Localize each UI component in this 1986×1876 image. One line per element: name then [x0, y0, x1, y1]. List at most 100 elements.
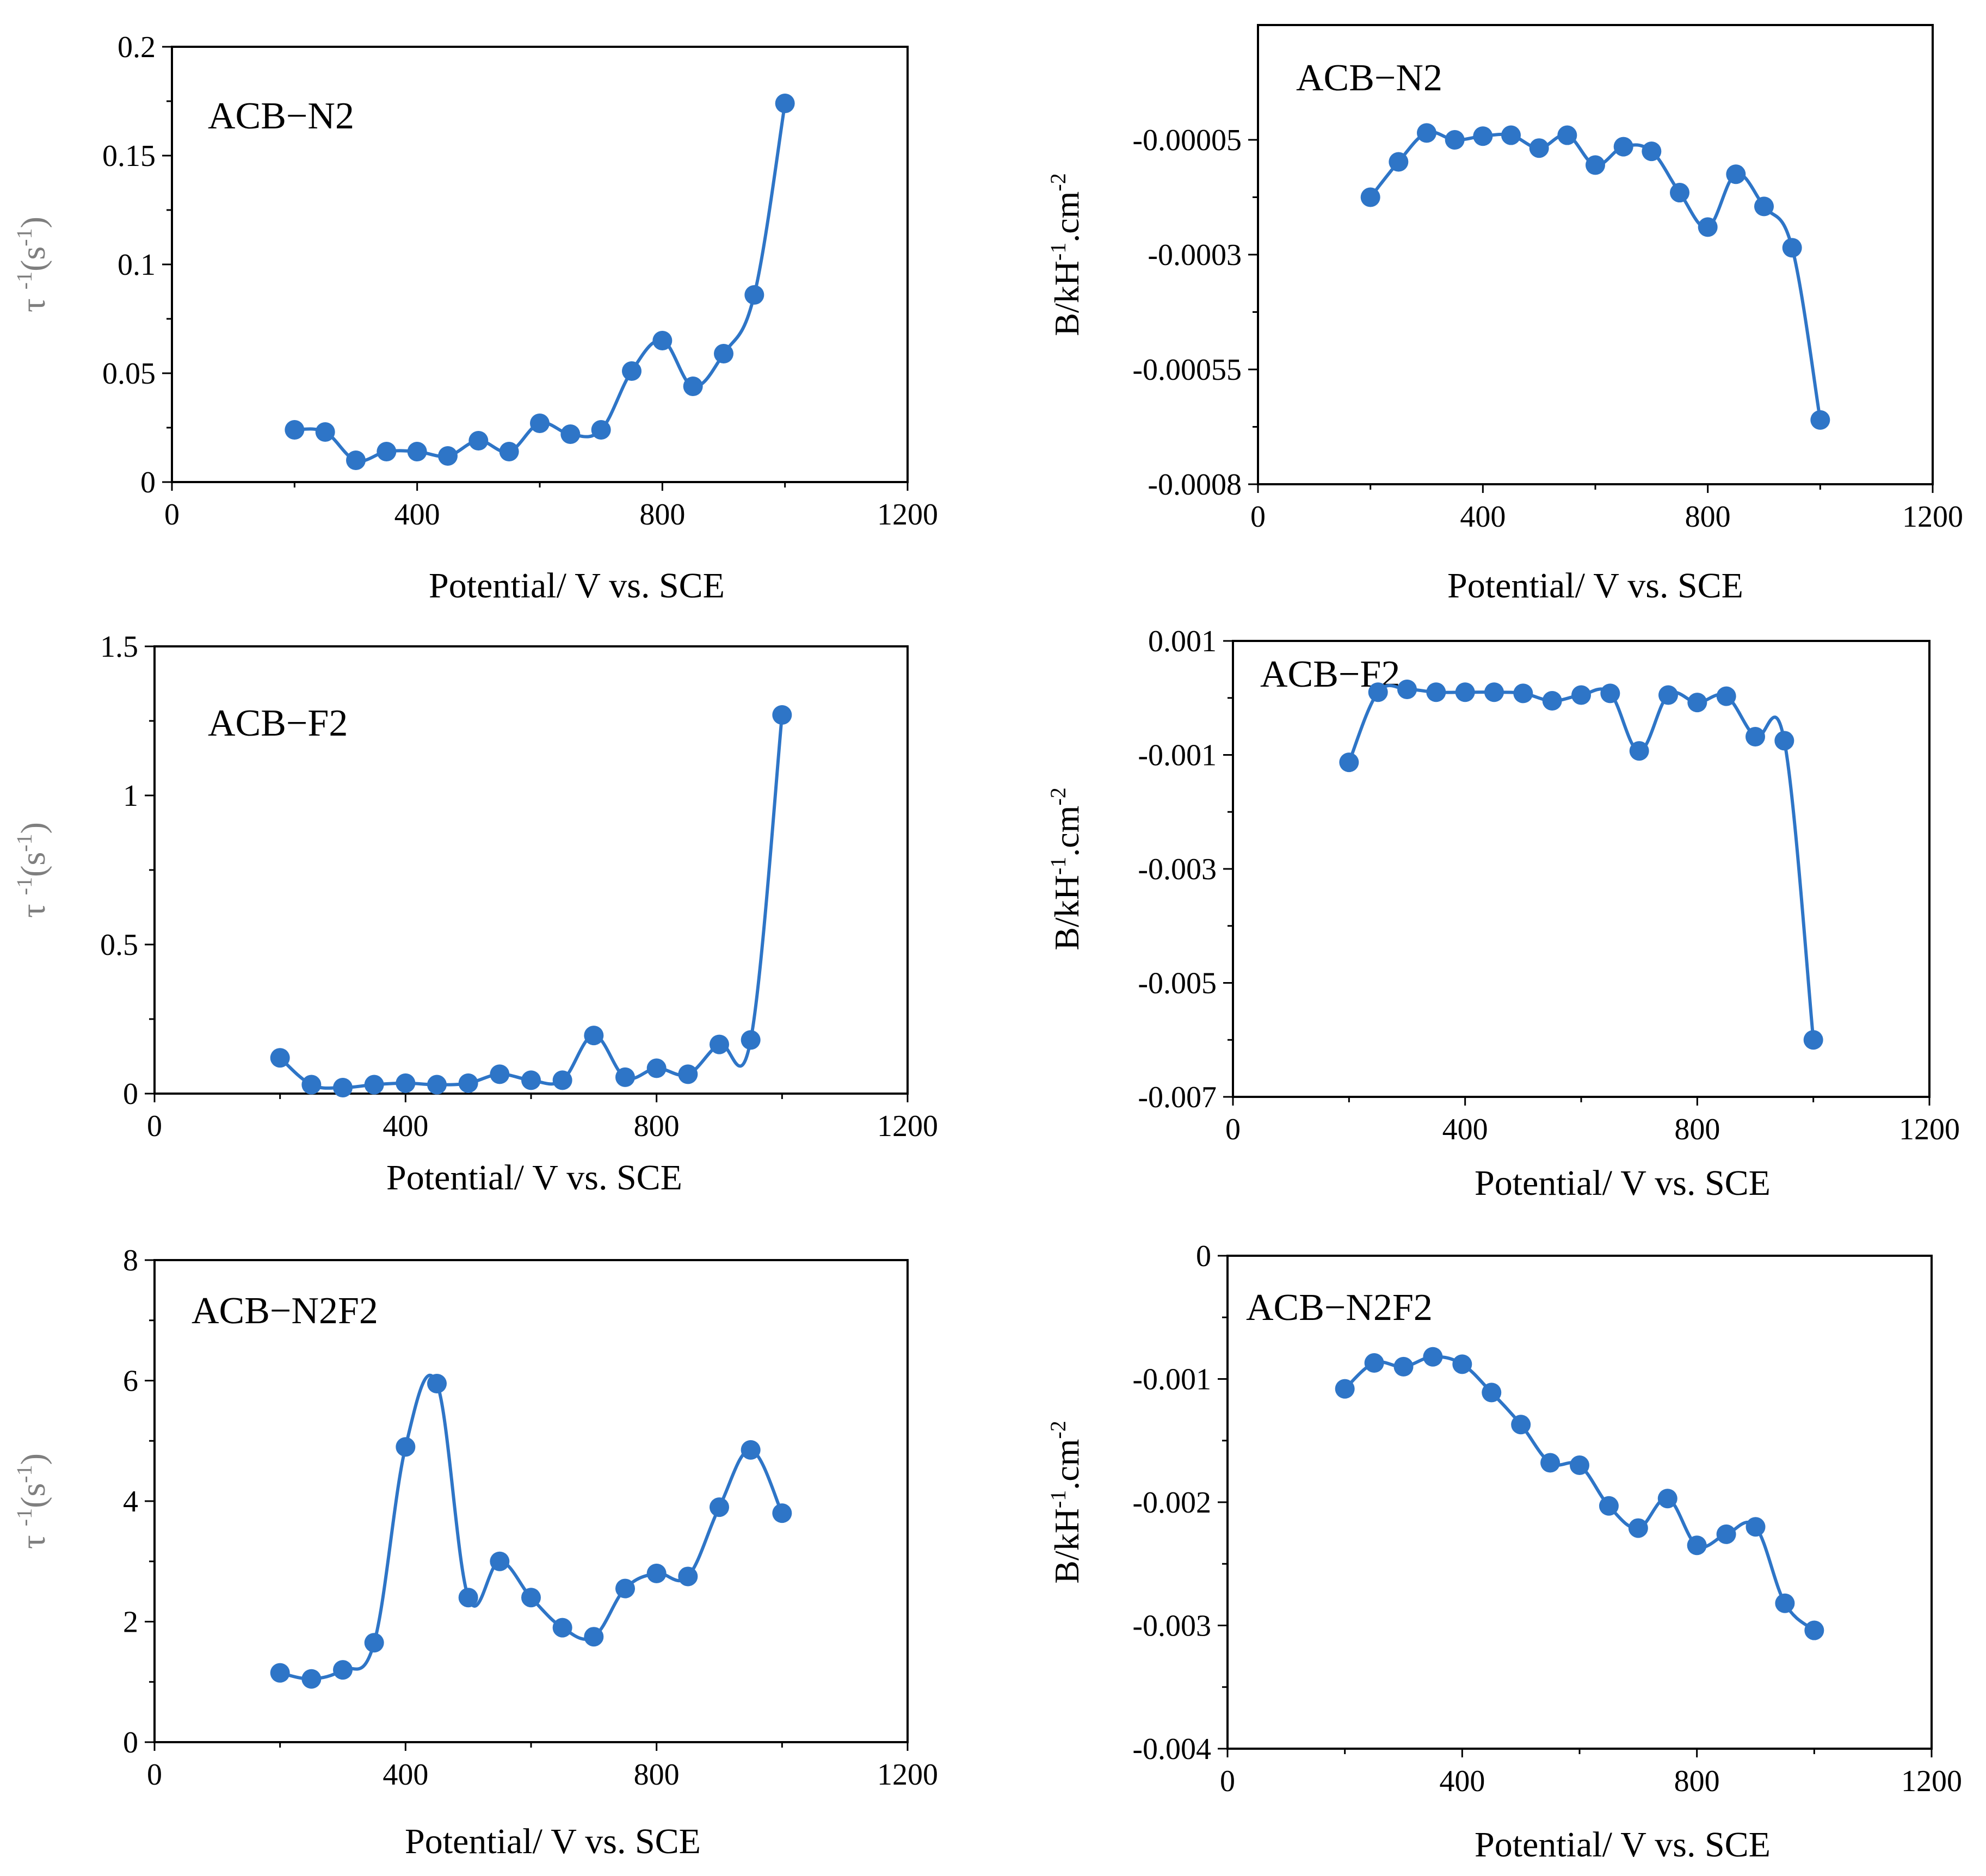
data-point [1445, 130, 1465, 150]
x-axis-label: Potential/ V vs. SCE [429, 566, 725, 606]
data-point [490, 1551, 510, 1571]
x-tick-label: 1200 [877, 1109, 938, 1143]
series-line [294, 103, 787, 463]
data-point [1455, 682, 1475, 702]
data-point [1642, 141, 1662, 162]
y-tick-label: 0.1 [118, 248, 156, 282]
x-tick-label: 400 [1460, 500, 1506, 534]
data-point [1687, 1535, 1707, 1556]
data-point [1599, 1496, 1619, 1516]
data-point [1540, 1453, 1561, 1473]
x-axis-label: Potential/ V vs. SCE [386, 1158, 682, 1198]
y-tick-label: -0.00005 [1132, 124, 1242, 157]
data-point [1746, 726, 1765, 746]
x-tick-label: 800 [639, 498, 685, 532]
data-point [1613, 137, 1633, 157]
y-tick-label: -0.003 [1138, 853, 1217, 886]
y-axis-label: B/kH-1.cm-2 [1046, 173, 1086, 336]
data-point [1335, 1379, 1355, 1399]
data-point [346, 451, 366, 470]
data-point [552, 1618, 572, 1638]
data-point [1511, 1415, 1531, 1435]
y-tick-label: 0.2 [118, 30, 156, 64]
data-point [646, 1058, 667, 1078]
data-point [683, 377, 703, 396]
y-tick-label: 0.5 [100, 928, 138, 962]
data-point [1746, 1517, 1766, 1537]
y-tick-label: 1 [123, 779, 138, 813]
y-tick-label: 0 [1196, 1239, 1211, 1273]
data-point [1368, 682, 1388, 702]
data-point [1726, 164, 1746, 184]
chart-panel-1: 0 400 800 1200 0 0.05 0.1 0.15 0.2 Potential/ V v… [12, 30, 938, 606]
data-point [1452, 1354, 1472, 1374]
data-point [678, 1566, 698, 1587]
data-point [1364, 1353, 1384, 1373]
series-line [280, 1373, 784, 1681]
x-tick-label: 800 [634, 1109, 680, 1143]
data-point [1360, 187, 1380, 207]
y-tick-label: 0.15 [102, 139, 156, 173]
data-point [1803, 1030, 1823, 1050]
data-point [584, 1627, 604, 1647]
data-point [772, 705, 792, 725]
y-tick-label: -0.00055 [1132, 353, 1242, 387]
data-point [1657, 1489, 1677, 1509]
data-point [1629, 741, 1649, 761]
data-point [710, 1497, 729, 1517]
data-point [1339, 752, 1359, 773]
data-point [552, 1070, 572, 1090]
data-point [364, 1633, 384, 1653]
y-axis-label: τ -1(s-1) [12, 217, 52, 312]
data-point [772, 1503, 792, 1523]
x-tick-label: 0 [164, 498, 180, 532]
y-tick-label: 0.001 [1148, 625, 1217, 658]
x-tick-label: 400 [383, 1109, 428, 1143]
y-tick-label: 1.5 [100, 630, 138, 664]
data-point [438, 446, 458, 466]
y-tick-label: 8 [123, 1244, 138, 1278]
data-point [499, 442, 519, 461]
data-point [1417, 123, 1436, 143]
data-point [714, 344, 733, 363]
y-tick-label: 0 [123, 1077, 138, 1111]
data-point [407, 442, 427, 461]
data-point [1484, 682, 1504, 702]
y-tick-label: -0.001 [1132, 1363, 1211, 1397]
x-tick-label: 1200 [1899, 1113, 1960, 1146]
data-point [530, 414, 550, 433]
data-point [678, 1064, 698, 1084]
data-point [1586, 155, 1605, 175]
x-tick-label: 800 [1685, 500, 1731, 534]
data-point [1774, 731, 1794, 751]
sample-label: ACB−N2 [208, 95, 354, 137]
y-tick-label: 2 [123, 1606, 138, 1639]
data-point [1716, 1524, 1736, 1544]
data-point [1542, 690, 1562, 711]
x-tick-label: 0 [1225, 1113, 1241, 1146]
x-axis-label: Potential/ V vs. SCE [405, 1822, 701, 1861]
y-axis-label: τ -1(s-1) [12, 1453, 52, 1549]
data-point [1570, 1455, 1589, 1476]
data-point [270, 1048, 290, 1068]
data-point [741, 1440, 761, 1460]
chart-panel-3: 0 400 800 1200 0 0.5 1 1.5 Potential/ V vs. SCE τ… [12, 630, 938, 1198]
y-tick-label: -0.003 [1132, 1609, 1211, 1643]
data-point [1600, 683, 1620, 704]
data-point [1426, 682, 1446, 702]
data-point [490, 1064, 510, 1084]
data-point [1698, 217, 1718, 237]
data-point [1804, 1620, 1824, 1640]
x-tick-label: 800 [1674, 1764, 1720, 1798]
data-point [1754, 196, 1774, 217]
x-tick-label: 400 [394, 498, 440, 532]
y-axis-label: B/kH-1.cm-2 [1046, 1421, 1086, 1584]
data-point [396, 1437, 416, 1457]
data-point [396, 1073, 416, 1093]
data-point [1529, 138, 1549, 158]
data-point [377, 442, 397, 461]
data-point [1501, 125, 1521, 145]
data-point [301, 1669, 322, 1689]
data-point [427, 1374, 447, 1394]
sample-label: ACB−F2 [208, 702, 348, 744]
